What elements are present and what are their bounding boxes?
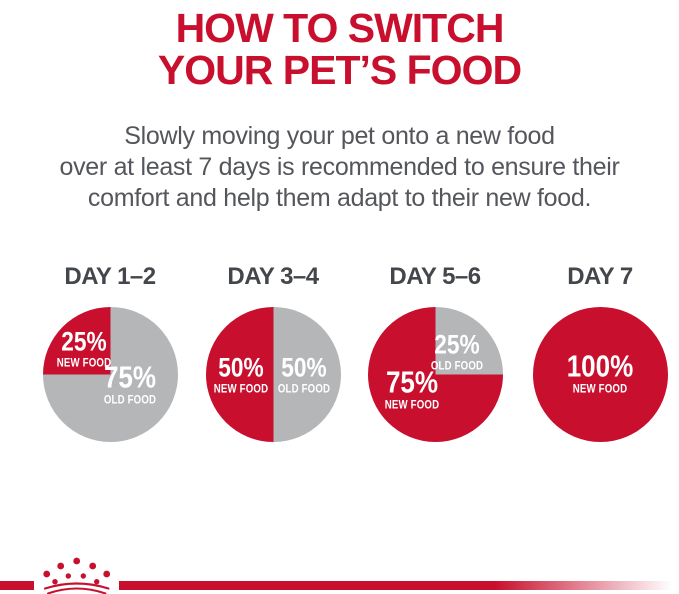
day-5-6-section: DAY 5–6 25% OLD FOOD 75% NEW FOOD [355, 263, 515, 442]
pie-chart-day-5-6: 25% OLD FOOD 75% NEW FOOD [367, 307, 503, 442]
day-1-2-section: DAY 1–2 25% NEW FOOD 75% OLD FOOD [30, 263, 190, 442]
intro-line-3: comfort and help them adapt to their new… [87, 184, 592, 212]
old-food-slice-label: 75% OLD FOOD [104, 361, 156, 406]
old-food-percent: 50% [281, 352, 327, 382]
old-food-percent: 75% [104, 359, 157, 395]
new-food-caption: NEW FOOD [213, 383, 268, 395]
day-3-4-section: DAY 3–4 50% NEW FOOD 50% OLD FOOD [193, 263, 353, 442]
day-3-4-heading: DAY 3–4 [227, 263, 319, 290]
old-food-percent: 25% [433, 329, 480, 360]
intro-line-1: Slowly moving your pet onto a new food [124, 122, 555, 150]
page-title: HOW TO SWITCH YOUR PET’S FOOD [0, 0, 679, 91]
new-food-slice-label: 75% NEW FOOD [385, 367, 439, 412]
new-food-slice-label: 50% NEW FOOD [213, 352, 268, 396]
new-food-percent: 75% [385, 364, 439, 400]
new-food-percent: 50% [217, 352, 264, 382]
intro-text: Slowly moving your pet onto a new food o… [0, 121, 679, 214]
new-food-slice-label: 100% NEW FOOD [567, 351, 634, 396]
day-7-heading: DAY 7 [567, 263, 633, 290]
day-7-section: DAY 7 100% NEW FOOD [520, 263, 679, 442]
old-food-caption: OLD FOOD [277, 383, 331, 395]
title-line-2: YOUR PET’S FOOD [157, 47, 522, 93]
footer-divider-right [119, 581, 672, 590]
day-5-6-heading: DAY 5–6 [389, 263, 481, 290]
new-food-caption: NEW FOOD [57, 357, 112, 370]
day-1-2-heading: DAY 1–2 [64, 263, 156, 290]
new-food-caption: NEW FOOD [572, 383, 628, 396]
new-food-percent: 25% [61, 326, 108, 357]
old-food-slice-label: 25% OLD FOOD [430, 329, 483, 373]
pie-chart-day-1-2: 25% NEW FOOD 75% OLD FOOD [42, 307, 178, 442]
new-food-caption: NEW FOOD [384, 399, 440, 412]
pie-chart-day-3-4: 50% NEW FOOD 50% OLD FOOD [205, 307, 341, 442]
royal-canin-crown-icon [43, 557, 111, 594]
old-food-caption: OLD FOOD [430, 360, 483, 373]
new-food-percent: 100% [566, 348, 634, 384]
footer-divider-left [0, 581, 34, 590]
old-food-slice-label: 50% OLD FOOD [277, 352, 331, 396]
intro-line-2: over at least 7 days is recommended to e… [59, 153, 620, 181]
pie-chart-day-7: 100% NEW FOOD [532, 307, 668, 442]
old-food-caption: OLD FOOD [104, 394, 157, 407]
title-line-1: HOW TO SWITCH [175, 5, 505, 51]
new-food-slice-label: 25% NEW FOOD [57, 326, 112, 370]
